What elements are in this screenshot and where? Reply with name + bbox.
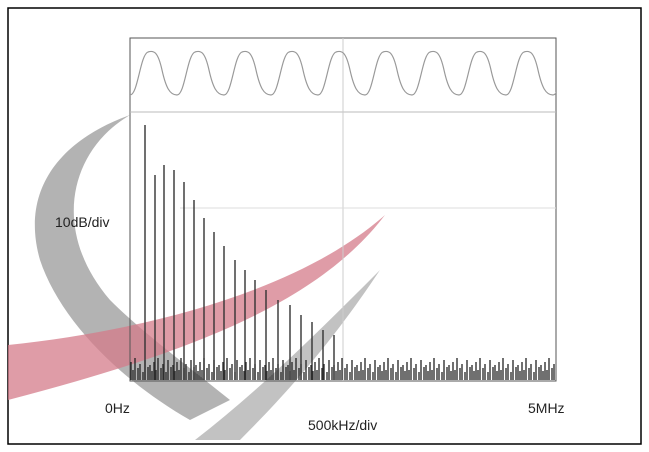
x-end-label: 5MHz bbox=[528, 400, 565, 416]
spectrum-harmonics bbox=[144, 125, 335, 380]
y-scale-label: 10dB/div bbox=[55, 214, 109, 230]
x-scale-label: 500kHz/div bbox=[308, 417, 377, 433]
watermark-red bbox=[8, 215, 385, 400]
noise-floor bbox=[130, 340, 556, 381]
outer-frame bbox=[7, 7, 642, 445]
x-start-label: 0Hz bbox=[105, 400, 130, 416]
time-waveform bbox=[130, 38, 556, 112]
